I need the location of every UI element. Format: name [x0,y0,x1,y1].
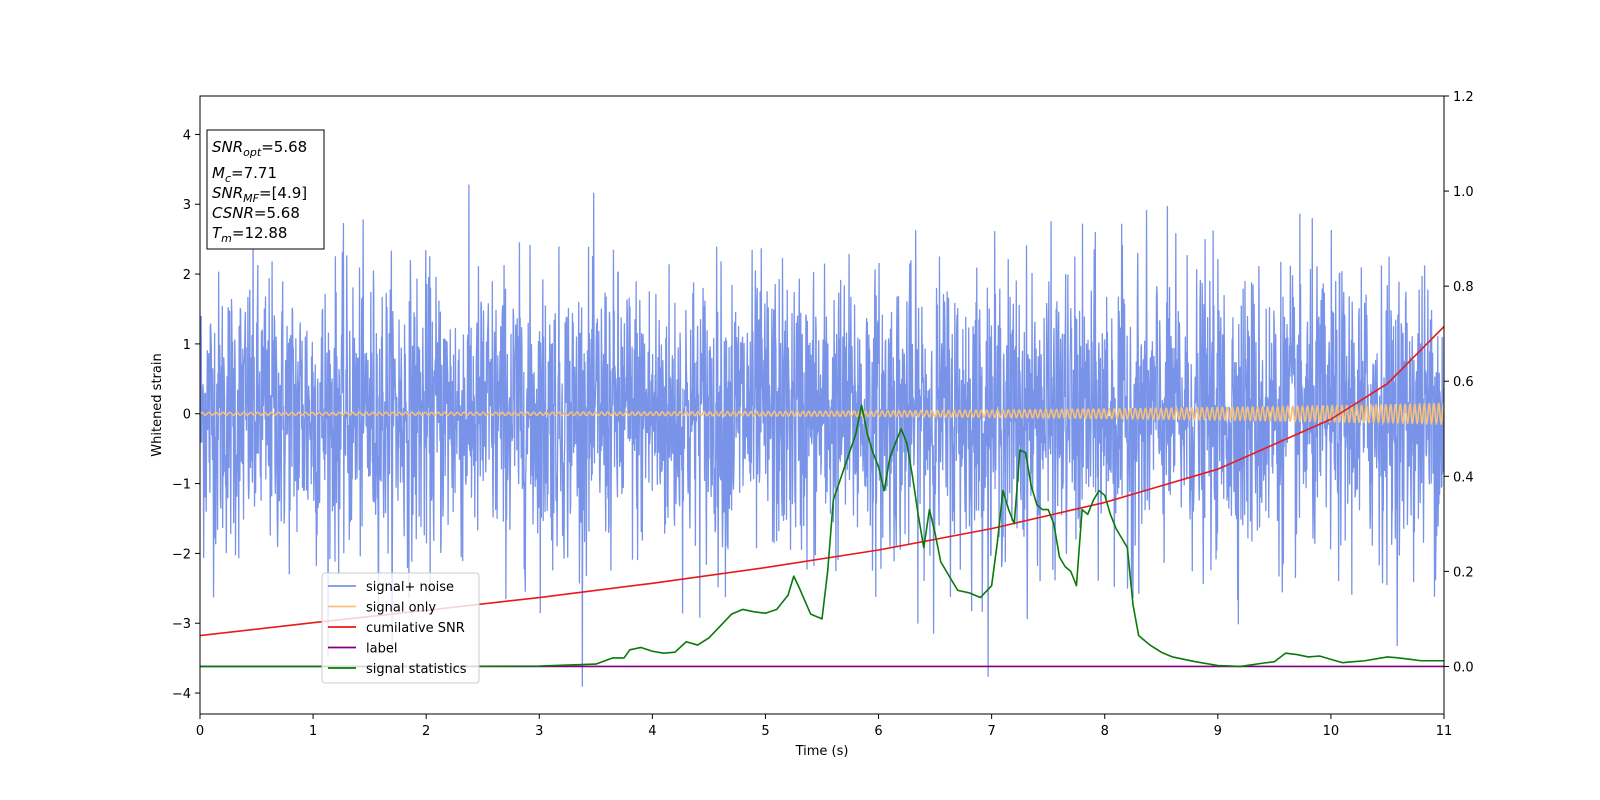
annotation-box: SNRopt=5.68 Mc=7.71 SNRMF=[4.9] CSNR=5.6… [206,129,325,250]
x-tick-label: 11 [1436,724,1453,739]
legend-label: signal only [366,601,436,616]
series-line-0 [200,184,1444,687]
legend-frame [321,572,480,684]
annotation-mc: Mc=7.71 [212,164,277,185]
y-axis-left: −4 −3 −2 −1 0 1 2 3 4 [172,128,200,702]
y-axis-right: 0.0 0.2 0.4 0.6 0.8 1.0 1.2 [1444,90,1474,675]
series-line-4 [200,404,1444,668]
y2-tick-label: 0.0 [1453,660,1474,675]
y-axis-title: Whitened strain [150,353,165,456]
legend-label: label [366,642,397,657]
annotation-frame [206,129,325,250]
x-tick-label: 3 [535,724,543,739]
legend-label: signal statistics [366,662,467,677]
y-tick-label: −2 [172,547,191,562]
y2-tick-label: 0.8 [1453,280,1474,295]
x-tick-label: 4 [648,724,656,739]
x-tick-label: 6 [874,724,882,739]
x-tick-label: 5 [761,724,769,739]
annotation-snr-opt: SNRopt=5.68 [212,138,307,159]
annotation-csnr: CSNR=5.68 [212,204,300,222]
y2-tick-label: 0.4 [1453,470,1474,485]
plot-frame [199,95,1445,715]
y-tick-label: −1 [172,478,191,493]
annotation-tm: Tm=12.88 [212,224,287,245]
legend-label: signal+ noise [366,580,454,595]
legend: signal+ noise signal only cumilative SNR la… [321,572,480,684]
legend-label: cumilative SNR [366,621,465,636]
x-tick-label: 10 [1323,724,1340,739]
x-axis-title: Time (s) [795,744,849,759]
x-tick-label: 9 [1214,724,1222,739]
y2-tick-label: 0.6 [1453,375,1474,390]
y-tick-label: −4 [172,687,191,702]
y2-tick-label: 1.0 [1453,185,1474,200]
x-tick-label: 2 [422,724,430,739]
x-tick-label: 7 [987,724,995,739]
x-axis: 0 1 2 3 4 5 6 7 8 9 10 11 [196,714,1452,739]
x-tick-label: 8 [1101,724,1109,739]
y-tick-label: 1 [183,338,191,353]
y-tick-label: 3 [183,198,191,213]
series-line-1 [200,402,1444,425]
x-tick-label: 1 [309,724,317,739]
y2-tick-label: 1.2 [1453,90,1474,105]
annotation-snr-mf: SNRMF=[4.9] [212,184,307,205]
y-tick-label: 4 [183,128,191,143]
y2-tick-label: 0.2 [1453,565,1474,580]
y-tick-label: 2 [183,268,191,283]
x-tick-label: 0 [196,724,204,739]
y-tick-label: 0 [183,408,191,423]
y-tick-label: −3 [172,617,191,632]
